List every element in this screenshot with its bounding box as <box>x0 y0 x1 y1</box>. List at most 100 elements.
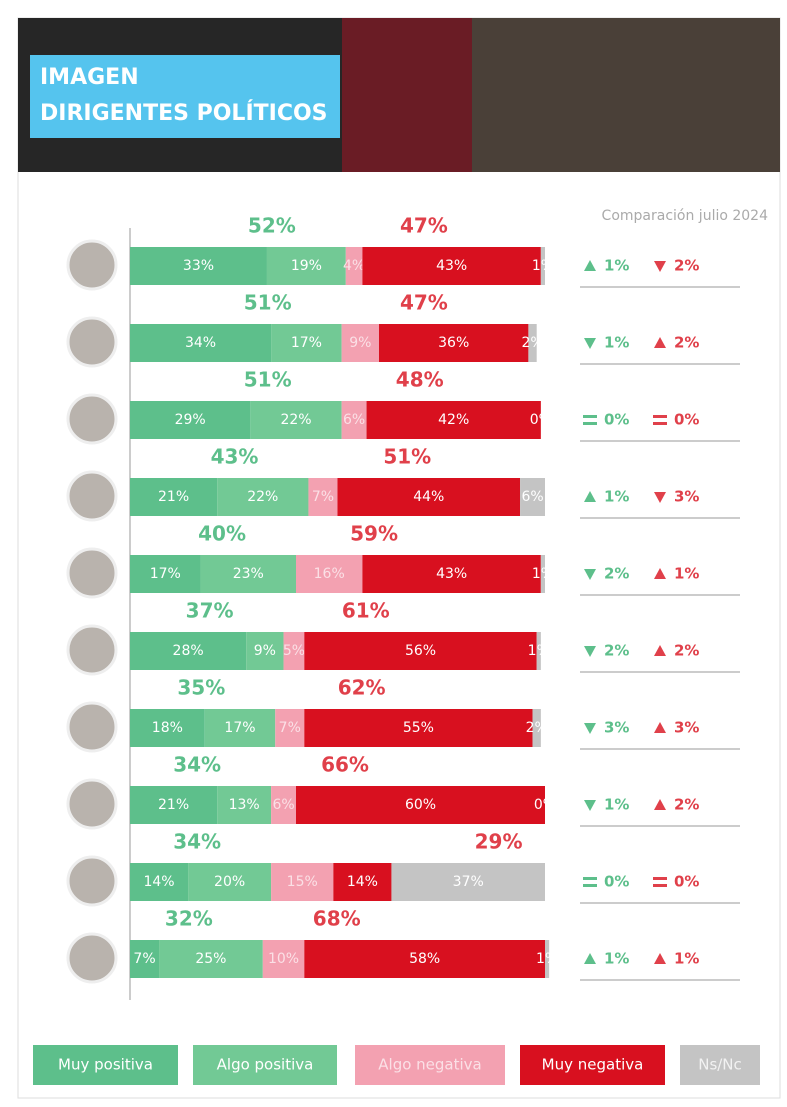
title-line: IMAGEN <box>40 65 139 90</box>
negative-total: 62% <box>338 676 386 700</box>
comparison-value: 0% <box>674 873 699 891</box>
bar-label: 34% <box>185 335 216 351</box>
comparison-value: 2% <box>674 642 699 660</box>
avatar <box>68 857 116 905</box>
bar-label: 33% <box>183 258 214 274</box>
comparison-value: 0% <box>674 411 699 429</box>
bar-label: 6% <box>343 412 365 428</box>
comparison-value: 0% <box>604 411 629 429</box>
bar-label: 44% <box>413 489 444 505</box>
comparison-value: 2% <box>604 642 629 660</box>
legend-label: Algo negativa <box>378 1056 481 1074</box>
avatar <box>68 395 116 443</box>
legend-label: Algo positiva <box>217 1056 314 1074</box>
positive-total: 51% <box>244 368 292 392</box>
positive-total: 34% <box>173 753 221 777</box>
avatar <box>68 549 116 597</box>
bar-label: 36% <box>438 335 469 351</box>
negative-total: 48% <box>396 368 444 392</box>
equal-sign <box>583 884 597 887</box>
bar-label: 17% <box>150 566 181 582</box>
comparison-value: 0% <box>604 873 629 891</box>
positive-total: 34% <box>173 830 221 854</box>
bar-label: 5% <box>283 643 305 659</box>
bar-label: 6% <box>272 797 294 813</box>
bar-label: 17% <box>224 720 255 736</box>
bar-label: 1% <box>532 566 554 582</box>
bar-label: 17% <box>291 335 322 351</box>
bar-label: 22% <box>247 489 278 505</box>
bar-label: 18% <box>152 720 183 736</box>
bar-label: 10% <box>268 951 299 967</box>
bar-label: 58% <box>409 951 440 967</box>
bar-label: 1% <box>536 951 558 967</box>
avatar <box>68 318 116 366</box>
title-line: DIRIGENTES POLÍTICOS <box>40 100 328 126</box>
bar-label: 22% <box>280 412 311 428</box>
bar-label: 23% <box>233 566 264 582</box>
avatar <box>68 780 116 828</box>
bar-label: 42% <box>438 412 469 428</box>
bar-label: 43% <box>436 258 467 274</box>
bar-label: 28% <box>173 643 204 659</box>
bar-label: 2% <box>521 335 543 351</box>
negative-total: 29% <box>475 830 523 854</box>
comparison-value: 2% <box>604 565 629 583</box>
equal-sign <box>653 415 667 418</box>
photo-curtain <box>342 18 472 172</box>
bar-label: 4% <box>343 258 365 274</box>
bar-label: 7% <box>133 951 155 967</box>
bar-label: 9% <box>349 335 371 351</box>
bar-label: 2% <box>526 720 548 736</box>
bar-label: 15% <box>287 874 318 890</box>
equal-sign <box>583 422 597 425</box>
bar-label: 1% <box>528 643 550 659</box>
equal-sign <box>653 877 667 880</box>
legend-label: Ns/Nc <box>698 1056 742 1074</box>
comparison-value: 2% <box>674 257 699 275</box>
equal-sign <box>583 877 597 880</box>
bar-label: 7% <box>312 489 334 505</box>
bar-label: 37% <box>453 874 484 890</box>
bar-label: 29% <box>175 412 206 428</box>
positive-total: 35% <box>177 676 225 700</box>
avatar <box>68 934 116 982</box>
positive-total: 52% <box>248 214 296 238</box>
bar-label: 0% <box>530 412 552 428</box>
positive-total: 32% <box>165 907 213 931</box>
bar-label: 7% <box>279 720 301 736</box>
comparison-value: 2% <box>674 334 699 352</box>
comparison-value: 1% <box>674 950 699 968</box>
comparison-value: 1% <box>604 796 629 814</box>
bar-label: 21% <box>158 489 189 505</box>
comparison-value: 1% <box>604 950 629 968</box>
comparison-value: 2% <box>674 796 699 814</box>
bar-label: 55% <box>403 720 434 736</box>
bar-label: 1% <box>532 258 554 274</box>
positive-total: 51% <box>244 291 292 315</box>
negative-total: 66% <box>321 753 369 777</box>
negative-total: 51% <box>383 445 431 469</box>
comparison-value: 1% <box>604 334 629 352</box>
bar-label: 14% <box>347 874 378 890</box>
negative-total: 68% <box>313 907 361 931</box>
legend-label: Muy positiva <box>58 1056 153 1074</box>
avatar <box>68 626 116 674</box>
comparison-value: 3% <box>604 719 629 737</box>
bar-label: 60% <box>405 797 436 813</box>
bar-label: 56% <box>405 643 436 659</box>
bar-label: 6% <box>521 489 543 505</box>
bar-label: 25% <box>195 951 226 967</box>
bar-label: 13% <box>229 797 260 813</box>
comparison-value: 1% <box>604 488 629 506</box>
bar-label: 0% <box>534 797 556 813</box>
avatar <box>68 703 116 751</box>
avatar <box>68 241 116 289</box>
page: {"chart_data": { "type": "stacked_bar", … <box>0 0 787 1103</box>
comparison-title: Comparación julio 2024 <box>602 208 769 224</box>
equal-sign <box>653 422 667 425</box>
comparison-value: 1% <box>604 257 629 275</box>
equal-sign <box>653 884 667 887</box>
bar-label: 20% <box>214 874 245 890</box>
legend-label: Muy negativa <box>542 1056 644 1074</box>
